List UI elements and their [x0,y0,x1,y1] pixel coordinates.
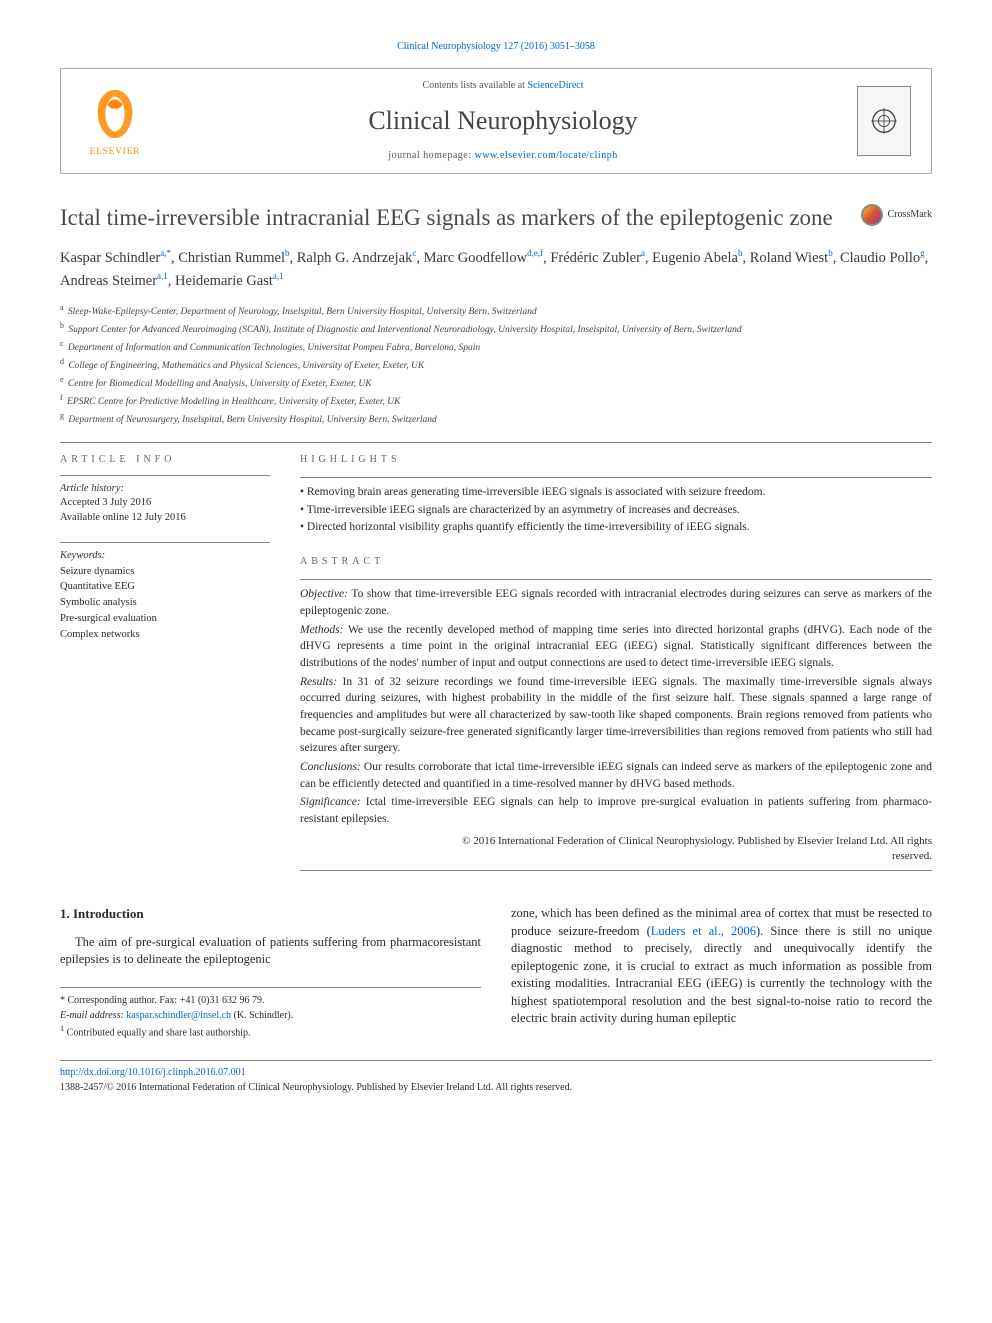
email-link[interactable]: kaspar.schindler@insel.ch [126,1010,231,1021]
affiliation-item: a Sleep-Wake-Epilepsy-Center, Department… [60,302,932,320]
divider [60,475,270,476]
highlights-heading: highlights [300,453,932,467]
abstract-body: Objective: To show that time-irreversibl… [300,586,932,827]
abstract-column: highlights Removing brain areas generati… [300,453,932,878]
affiliation-item: c Department of Information and Communic… [60,338,932,356]
footnotes-block: * Corresponding author. Fax: +41 (0)31 6… [60,987,481,1040]
affiliation-item: f EPSRC Centre for Predictive Modelling … [60,392,932,410]
keyword-item: Pre-surgical evaluation [60,611,270,627]
highlight-item: Removing brain areas generating time-irr… [300,484,932,502]
journal-header: ELSEVIER Contents lists available at Sci… [60,68,932,174]
keywords-list: Seizure dynamicsQuantitative EEGSymbolic… [60,564,270,643]
citation-link[interactable]: Luders et al., 2006 [651,924,756,938]
article-title: Ictal time-irreversible intracranial EEG… [60,204,841,233]
journal-reference: Clinical Neurophysiology 127 (2016) 3051… [60,40,932,54]
crossmark-label: CrossMark [888,208,932,222]
divider [300,477,932,478]
divider [60,1060,932,1061]
article-history-label: Article history: [60,482,270,497]
body-column-left: 1. Introduction The aim of pre-surgical … [60,905,481,1040]
elsevier-label: ELSEVIER [90,145,141,158]
elsevier-logo: ELSEVIER [81,82,149,160]
keyword-item: Complex networks [60,627,270,643]
keyword-item: Symbolic analysis [60,595,270,611]
intro-paragraph-right: zone, which has been defined as the mini… [511,905,932,1028]
highlight-item: Time-irreversible iEEG signals are chara… [300,502,932,520]
introduction-heading: 1. Introduction [60,905,481,923]
keyword-item: Quantitative EEG [60,579,270,595]
affiliation-item: g Department of Neurosurgery, Inselspita… [60,410,932,428]
abstract-heading: abstract [300,555,932,569]
journal-homepage-link[interactable]: www.elsevier.com/locate/clinph [475,150,618,161]
highlights-list: Removing brain areas generating time-irr… [300,484,932,537]
abstract-section: Objective: To show that time-irreversibl… [300,586,932,619]
article-info-column: article info Article history: Accepted 3… [60,453,270,878]
abstract-section: Conclusions: Our results corroborate tha… [300,759,932,792]
affiliations-list: a Sleep-Wake-Epilepsy-Center, Department… [60,302,932,427]
abstract-section: Methods: We use the recently developed m… [300,622,932,672]
keyword-item: Seizure dynamics [60,564,270,580]
corresponding-author-note: * Corresponding author. Fax: +41 (0)31 6… [60,993,481,1008]
journal-homepage-line: journal homepage: www.elsevier.com/locat… [165,149,841,163]
crossmark-badge[interactable]: CrossMark [861,204,932,226]
affiliation-item: e Centre for Biomedical Modelling and An… [60,374,932,392]
body-column-right: zone, which has been defined as the mini… [511,905,932,1040]
keywords-label: Keywords: [60,549,270,564]
sciencedirect-link[interactable]: ScienceDirect [527,80,583,91]
contents-available-line: Contents lists available at ScienceDirec… [165,79,841,93]
affiliation-item: d College of Engineering, Mathematics an… [60,356,932,374]
contribution-note: 1 Contributed equally and share last aut… [60,1023,481,1040]
page-footer: http://dx.doi.org/10.1016/j.clinph.2016.… [60,1060,932,1095]
authors-list: Kaspar Schindlera,*, Christian Rummelb, … [60,247,932,292]
journal-name: Clinical Neurophysiology [165,103,841,139]
accepted-date: Accepted 3 July 2016 [60,496,270,511]
abstract-section: Significance: Ictal time-irreversible EE… [300,794,932,827]
email-line: E-mail address: kaspar.schindler@insel.c… [60,1008,481,1023]
affiliation-item: b Support Center for Advanced Neuroimagi… [60,320,932,338]
copyright-notice: © 2016 International Federation of Clini… [300,834,932,865]
doi-link[interactable]: http://dx.doi.org/10.1016/j.clinph.2016.… [60,1067,246,1078]
divider [60,442,932,443]
divider [300,870,932,871]
journal-cover-thumbnail [857,86,911,156]
abstract-section: Results: In 31 of 32 seizure recordings … [300,674,932,757]
divider [60,542,270,543]
crossmark-icon [861,204,883,226]
divider [300,579,932,580]
issn-copyright: 1388-2457/© 2016 International Federatio… [60,1080,932,1095]
highlight-item: Directed horizontal visibility graphs qu… [300,519,932,537]
intro-paragraph-left: The aim of pre-surgical evaluation of pa… [60,934,481,969]
online-date: Available online 12 July 2016 [60,511,270,526]
article-info-heading: article info [60,453,270,467]
